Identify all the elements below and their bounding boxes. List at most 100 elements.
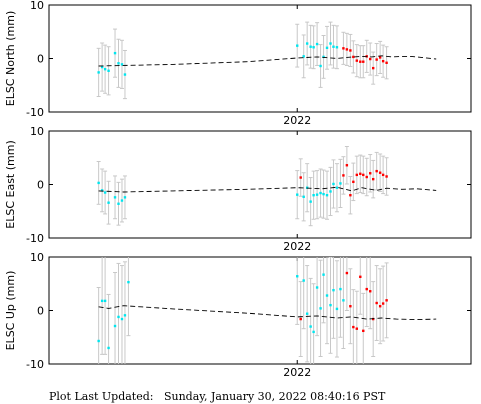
data-point [381,302,385,305]
data-point [322,273,325,276]
data-point [335,186,339,189]
y-axis-label: ELSC Up (mm) [4,271,17,351]
data-point [335,307,339,311]
trend-line [98,186,437,193]
data-point [385,175,388,178]
data-point [299,317,302,321]
data-point [117,202,120,205]
data-point [97,339,100,343]
data-point [371,66,375,70]
data-point [127,280,130,284]
data-point [305,312,309,315]
data-point [302,55,305,58]
data-point [375,169,378,173]
data-point [319,307,322,310]
data-point [312,46,315,49]
data-point [120,317,124,321]
data-point [369,57,372,61]
data-point [325,294,329,297]
data-point [359,60,362,63]
plot-area [96,21,437,100]
data-point [123,196,127,199]
data-point [302,279,305,282]
data-point [103,191,107,194]
data-point [107,69,110,73]
data-point [100,299,104,303]
x-tick-label: 2022 [283,366,311,379]
data-point [365,287,368,291]
data-point [322,55,325,59]
data-point [113,196,117,199]
data-point [322,192,325,196]
data-point [312,194,315,197]
data-point [329,190,332,193]
y-tick-label: 10 [30,125,44,138]
data-point [362,173,365,177]
data-point [100,65,104,69]
data-point [309,200,312,203]
data-point [352,325,355,329]
data-point [332,45,335,48]
data-point [97,181,100,185]
data-point [296,44,299,47]
y-tick-label: 0 [37,305,44,318]
data-point [339,287,342,291]
data-point [342,174,345,177]
data-point [355,327,359,330]
data-point [362,329,365,333]
data-point [113,324,117,328]
data-point [345,271,349,275]
data-point [345,48,349,51]
data-point [381,173,385,177]
data-point [355,59,359,62]
data-point [375,58,378,61]
data-point [319,64,322,68]
data-point [103,299,107,303]
plot-last-updated: Plot Last Updated: Sunday, January 30, 2… [49,390,386,403]
data-point [352,180,355,184]
data-point [369,290,372,293]
data-point [107,201,110,204]
data-point [296,275,299,278]
data-point [375,301,378,305]
data-point [362,60,365,63]
data-point [371,177,375,181]
data-point [299,176,302,179]
trend-line [98,55,437,67]
chart-panel-3: 10 0 -10 2022 ELSC Up (mm) [4,251,472,379]
plot-area [96,146,437,227]
data-point [342,299,345,302]
data-point [319,191,322,195]
plot-area [96,257,437,364]
data-point [315,286,319,289]
data-point [335,46,339,49]
x-tick-label: 2022 [283,114,311,127]
data-point [117,62,120,65]
y-tick-label: 0 [37,179,44,192]
data-point [97,71,100,74]
data-point [378,305,382,308]
data-point [123,73,127,76]
data-point [325,46,329,49]
data-point [315,193,319,196]
data-point [296,193,299,196]
y-axis-label: ELSC North (mm) [4,11,17,107]
y-tick-label: 0 [37,53,44,66]
data-point [378,171,382,174]
plot-frame [48,130,472,239]
y-tick-label: 10 [30,0,44,12]
data-point [378,56,382,59]
data-point [349,49,352,52]
data-point [329,42,332,45]
data-point [359,172,362,175]
plot-frame [48,4,472,113]
data-point [339,182,342,185]
chart-panel-2: 10 0 -10 2022 ELSC East (mm) [4,125,472,253]
data-point [365,175,368,179]
data-point [302,195,305,199]
data-point [359,275,362,278]
data-point [385,61,388,64]
data-point [315,42,319,46]
data-point [332,182,335,186]
